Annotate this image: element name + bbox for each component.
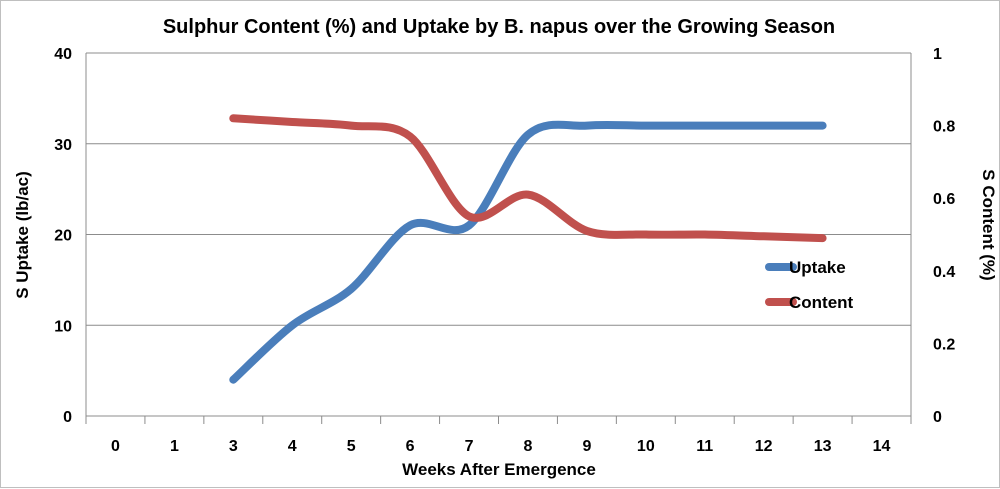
x-tick-label: 5 — [347, 438, 356, 455]
y-tick-label: 20 — [54, 228, 72, 245]
y2-tick-label: 0.6 — [933, 191, 955, 208]
left-axis-ticks: 0 10 20 30 40 — [54, 46, 72, 426]
data-point-content — [645, 234, 646, 235]
data-point-content — [233, 118, 234, 119]
axes — [85, 53, 912, 424]
y2-tick-label: 0.2 — [933, 336, 955, 353]
data-point-content — [763, 236, 764, 237]
series-lines — [229, 114, 827, 384]
x-tick-label: 8 — [524, 438, 533, 455]
y2-tick-label: 0.8 — [933, 119, 955, 136]
chart-title: Sulphur Content (%) and Uptake by B. nap… — [163, 16, 835, 38]
y-tick-label: 30 — [54, 137, 72, 154]
data-point-content — [410, 136, 411, 137]
series-line-uptake — [229, 120, 827, 384]
legend: Uptake Content — [765, 258, 854, 312]
x-axis-label: Weeks After Emergence — [402, 460, 596, 479]
data-point-uptake — [410, 225, 411, 226]
y-tick-label: 40 — [54, 46, 72, 63]
y-tick-label: 10 — [54, 318, 72, 335]
series-line-content — [229, 114, 827, 243]
y-axis-label: S Uptake (lb/ac) — [13, 171, 32, 299]
data-point-content — [704, 234, 705, 235]
x-tick-label: 10 — [637, 438, 655, 455]
x-tick-label: 4 — [288, 438, 297, 455]
gridlines — [86, 52, 911, 326]
y2-tick-label: 1 — [933, 46, 942, 63]
data-point-content — [292, 121, 293, 122]
data-point-uptake — [586, 125, 587, 126]
data-point-uptake — [763, 125, 764, 126]
x-tick-label: 3 — [229, 438, 238, 455]
x-axis-ticks: 0 1 3 4 5 6 7 8 9 10 11 12 13 14 — [111, 438, 891, 455]
x-tick-label: 14 — [873, 438, 891, 455]
y-tick-label: 0 — [63, 409, 72, 426]
data-point-content — [586, 230, 587, 231]
data-point-uptake — [292, 325, 293, 326]
data-point-content — [527, 194, 528, 195]
data-point-uptake — [351, 288, 352, 289]
y2-tick-label: 0.4 — [933, 264, 955, 281]
data-point-uptake — [822, 125, 823, 126]
data-point-uptake — [527, 134, 528, 135]
x-tick-label: 1 — [170, 438, 179, 455]
x-tick-label: 13 — [814, 438, 832, 455]
x-tick-label: 6 — [406, 438, 415, 455]
y2-tick-label: 0 — [933, 409, 942, 426]
x-tick-label: 0 — [111, 438, 120, 455]
data-point-uptake — [704, 125, 705, 126]
y2-axis-label: S Content (%) — [979, 169, 998, 280]
data-point-content — [822, 238, 823, 239]
legend-label-uptake: Uptake — [789, 258, 846, 277]
data-point-uptake — [469, 225, 470, 226]
right-axis-ticks: 0 0.2 0.4 0.6 0.8 1 — [933, 46, 955, 426]
data-point-content — [351, 125, 352, 126]
legend-label-content: Content — [789, 293, 854, 312]
data-point-content — [469, 216, 470, 217]
x-tick-label: 11 — [696, 438, 713, 455]
x-tick-label: 9 — [582, 438, 591, 455]
x-tick-label: 7 — [465, 438, 474, 455]
data-point-uptake — [233, 379, 234, 380]
data-point-uptake — [645, 125, 646, 126]
x-tick-label: 12 — [755, 438, 773, 455]
